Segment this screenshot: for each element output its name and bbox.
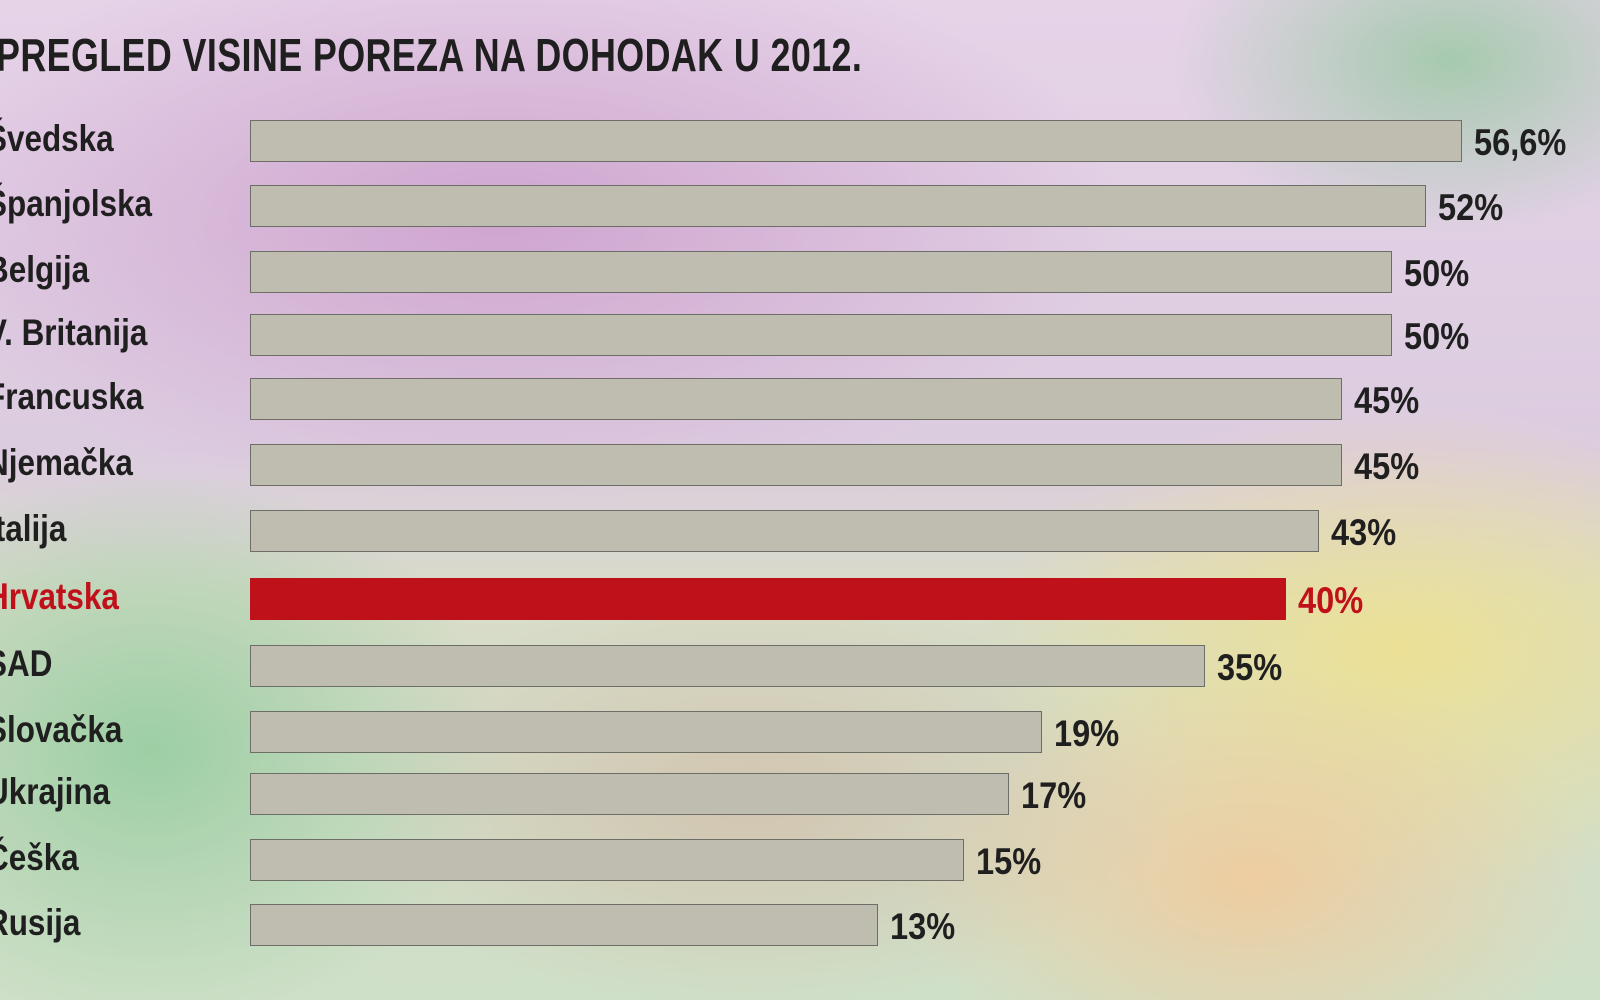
- bar: [250, 314, 1392, 356]
- category-label: Rusija: [0, 902, 81, 943]
- value-label: 52%: [1438, 187, 1504, 228]
- category-label: Španjolska: [0, 183, 153, 224]
- value-label: 45%: [1354, 446, 1420, 487]
- value-label: 15%: [976, 841, 1042, 882]
- value-label: 40%: [1298, 580, 1364, 621]
- bar: [250, 185, 1426, 227]
- value-label: 56,6%: [1474, 122, 1567, 163]
- value-label: 13%: [890, 906, 956, 947]
- category-label: SAD: [0, 643, 53, 684]
- bar: [250, 904, 878, 946]
- value-label: 50%: [1404, 253, 1470, 294]
- value-label: 45%: [1354, 380, 1420, 421]
- bar: [250, 120, 1462, 162]
- value-label: 19%: [1054, 713, 1120, 754]
- category-label: Češka: [0, 837, 79, 878]
- category-label: V. Britanija: [0, 312, 148, 353]
- bar: [250, 444, 1342, 486]
- chart-title: PREGLED VISINE POREZA NA DOHODAK U 2012.: [0, 29, 863, 81]
- bar: [250, 378, 1342, 420]
- value-label: 17%: [1021, 775, 1087, 816]
- category-label: Italija: [0, 508, 67, 549]
- bar: [250, 578, 1286, 620]
- category-label: Hrvatska: [0, 576, 119, 617]
- value-label: 50%: [1404, 316, 1470, 357]
- bar: [250, 711, 1042, 753]
- bar: [250, 510, 1319, 552]
- value-label: 35%: [1217, 647, 1283, 688]
- bar: [250, 645, 1205, 687]
- category-label: Ukrajina: [0, 771, 111, 812]
- bar: [250, 839, 964, 881]
- category-label: Slovačka: [0, 709, 123, 750]
- category-label: Francuska: [0, 376, 144, 417]
- value-label: 43%: [1331, 512, 1397, 553]
- category-label: Njemačka: [0, 442, 133, 483]
- bar: [250, 773, 1009, 815]
- bar: [250, 251, 1392, 293]
- category-label: Belgija: [0, 249, 90, 290]
- category-label: Švedska: [0, 118, 114, 159]
